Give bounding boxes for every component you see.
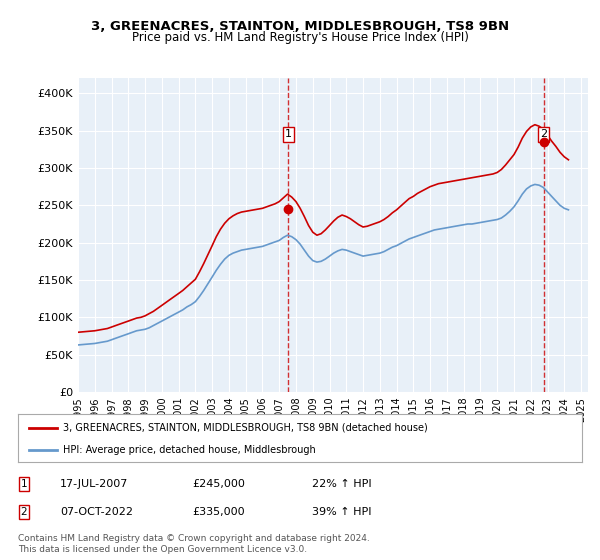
Text: Contains HM Land Registry data © Crown copyright and database right 2024.: Contains HM Land Registry data © Crown c… bbox=[18, 534, 370, 543]
Text: 39% ↑ HPI: 39% ↑ HPI bbox=[312, 507, 371, 517]
Text: 3, GREENACRES, STAINTON, MIDDLESBROUGH, TS8 9BN (detached house): 3, GREENACRES, STAINTON, MIDDLESBROUGH, … bbox=[63, 423, 428, 433]
Text: £335,000: £335,000 bbox=[192, 507, 245, 517]
Text: 2: 2 bbox=[540, 129, 547, 139]
Text: 1: 1 bbox=[285, 129, 292, 139]
Text: Price paid vs. HM Land Registry's House Price Index (HPI): Price paid vs. HM Land Registry's House … bbox=[131, 31, 469, 44]
Text: 17-JUL-2007: 17-JUL-2007 bbox=[60, 479, 128, 489]
Text: 22% ↑ HPI: 22% ↑ HPI bbox=[312, 479, 371, 489]
Text: 07-OCT-2022: 07-OCT-2022 bbox=[60, 507, 133, 517]
Text: This data is licensed under the Open Government Licence v3.0.: This data is licensed under the Open Gov… bbox=[18, 545, 307, 554]
Text: £245,000: £245,000 bbox=[192, 479, 245, 489]
Text: 1: 1 bbox=[20, 479, 28, 489]
Text: 3, GREENACRES, STAINTON, MIDDLESBROUGH, TS8 9BN: 3, GREENACRES, STAINTON, MIDDLESBROUGH, … bbox=[91, 20, 509, 32]
Text: HPI: Average price, detached house, Middlesbrough: HPI: Average price, detached house, Midd… bbox=[63, 445, 316, 455]
Text: 2: 2 bbox=[20, 507, 28, 517]
